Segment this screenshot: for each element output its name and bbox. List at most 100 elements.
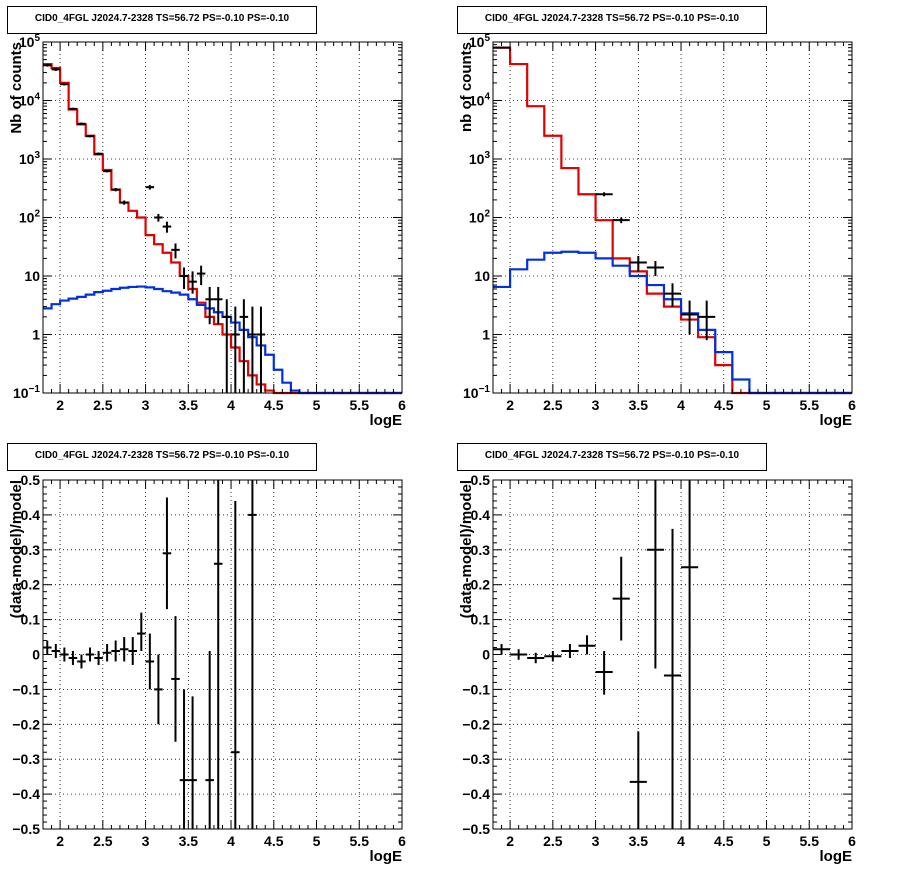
y-tick-label: −0.5 xyxy=(462,821,490,837)
data-point xyxy=(595,192,613,197)
data-point xyxy=(629,255,647,272)
y-tick-label: 0.1 xyxy=(471,612,491,628)
data-point xyxy=(145,633,155,690)
y-tick-label: −0.1 xyxy=(462,681,490,697)
data-point xyxy=(663,283,682,307)
y-tick-label: −0.2 xyxy=(12,716,40,732)
pad-3: 2 2.5 3 3.5 4 4.5 5 5.5 6 −0.5 −0.4 −0.3 −0.2 −0.1 0 0.… xyxy=(8,472,406,865)
data-point xyxy=(213,286,223,325)
y-tick-label: −0.1 xyxy=(12,681,40,697)
y-tick-exponent: −1 xyxy=(479,384,491,395)
x-tick-label: 5.5 xyxy=(350,397,370,413)
data-point xyxy=(60,647,69,662)
x-tick-label: 6 xyxy=(848,397,856,413)
y-tick-exponent: 5 xyxy=(34,33,40,44)
x-tick-label: 2 xyxy=(506,833,514,849)
x-tick-label: 4 xyxy=(677,833,685,849)
x-axis-title: logE xyxy=(370,848,403,865)
y-tick-exponent: 3 xyxy=(34,150,40,161)
pad-1-title: CID0_4FGL J2024.7-2328 TS=56.72 PS=-0.10… xyxy=(7,6,317,34)
data-point xyxy=(162,497,172,610)
x-tick-label: 5.5 xyxy=(800,397,820,413)
data-point xyxy=(68,651,78,665)
y-tick-label: 0.4 xyxy=(471,507,491,523)
data-point xyxy=(681,300,699,335)
plot-frame xyxy=(42,41,403,394)
y-tick-exponent: 4 xyxy=(484,92,490,103)
y-tick-label: 1 xyxy=(482,327,490,343)
x-tick-label: 6 xyxy=(848,833,856,849)
y-tick-label: 0.3 xyxy=(471,542,491,558)
y-tick-exponent: 5 xyxy=(484,33,490,44)
pad-1: 2 2.5 3 3.5 4 4.5 5 5.5 610−1110102103104105logE… xyxy=(8,33,406,429)
y-tick-label: 0.2 xyxy=(471,577,491,593)
x-tick-label: 2.5 xyxy=(93,833,113,849)
data-point xyxy=(128,637,138,665)
histogram-series-1 xyxy=(43,62,402,395)
y-tick-label: 0.5 xyxy=(21,472,41,488)
data-point xyxy=(213,480,223,829)
data-point xyxy=(231,306,240,393)
y-tick-label: 1 xyxy=(32,327,40,343)
x-tick-label: 2 xyxy=(56,397,64,413)
pad-2: 2 2.5 3 3.5 4 4.5 5 5.5 610−1110102103104105logE… xyxy=(458,33,856,429)
data-point xyxy=(77,122,86,126)
y-tick-label: −0.4 xyxy=(12,786,40,802)
plot-frame xyxy=(42,479,403,830)
x-axis-title: logE xyxy=(370,412,403,429)
x-tick-label: 6 xyxy=(398,833,406,849)
y-tick-exponent: 2 xyxy=(34,209,40,220)
data-point xyxy=(231,500,240,829)
data-point xyxy=(94,651,103,665)
data-point xyxy=(85,135,95,138)
x-tick-label: 2.5 xyxy=(543,833,563,849)
histogram-series-1 xyxy=(493,46,852,395)
x-tick-label: 5 xyxy=(313,397,321,413)
y-tick-exponent: −1 xyxy=(29,384,41,395)
x-tick-label: 3 xyxy=(592,833,600,849)
pad-4-title: CID0_4FGL J2024.7-2328 TS=56.72 PS=-0.10… xyxy=(457,443,767,471)
y-tick-label: 10−1 xyxy=(463,384,490,401)
data-point xyxy=(111,640,120,662)
data-point xyxy=(51,644,61,658)
y-tick-label: 0.1 xyxy=(21,612,41,628)
data-point xyxy=(222,299,232,393)
data-point xyxy=(527,652,545,664)
data-point xyxy=(663,528,682,829)
data-point xyxy=(629,731,647,829)
y-tick-label: 0 xyxy=(32,647,40,663)
x-tick-label: 4.5 xyxy=(714,397,734,413)
data-point xyxy=(171,616,180,742)
data-point xyxy=(68,107,78,110)
x-tick-label: 4 xyxy=(677,397,685,413)
data-point xyxy=(51,67,61,71)
data-point xyxy=(137,612,146,652)
y-axis-title: Nb of counts xyxy=(8,42,25,134)
x-tick-label: 4.5 xyxy=(714,833,734,849)
y-tick-label: 10 xyxy=(24,268,40,284)
x-tick-label: 2 xyxy=(506,397,514,413)
histogram-series-2 xyxy=(493,250,852,395)
data-point xyxy=(595,651,613,695)
data-point xyxy=(612,556,630,641)
data-point xyxy=(681,480,699,829)
data-point xyxy=(239,299,249,393)
data-point xyxy=(698,300,716,341)
x-tick-label: 4.5 xyxy=(264,833,284,849)
x-tick-label: 3 xyxy=(142,397,150,413)
y-tick-label: 10−1 xyxy=(13,384,40,401)
data-point xyxy=(188,271,197,294)
data-point xyxy=(162,221,172,233)
x-tick-label: 5 xyxy=(313,833,321,849)
data-point xyxy=(248,480,257,829)
data-point xyxy=(205,286,214,325)
y-tick-exponent: 4 xyxy=(34,92,40,103)
data-point xyxy=(493,644,511,655)
data-point xyxy=(205,651,214,829)
x-axis-title: logE xyxy=(820,848,853,865)
x-tick-label: 2.5 xyxy=(543,397,563,413)
data-point xyxy=(94,152,103,156)
y-tick-label: 103 xyxy=(19,150,41,167)
data-point xyxy=(196,265,206,286)
